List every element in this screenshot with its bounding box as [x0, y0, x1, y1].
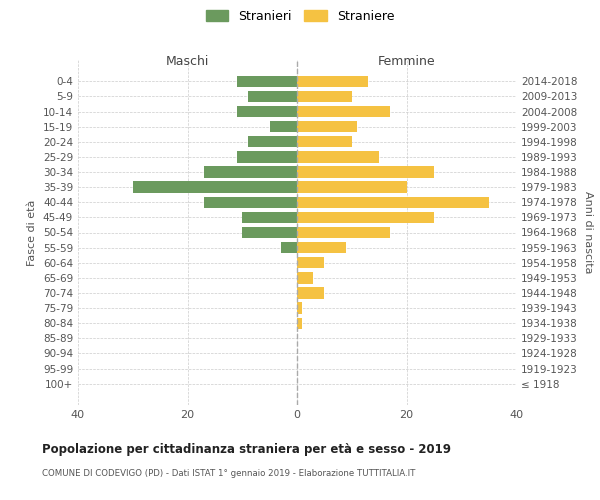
- Text: Maschi: Maschi: [166, 54, 209, 68]
- Bar: [297, 212, 434, 223]
- Bar: [297, 196, 488, 208]
- Y-axis label: Fasce di età: Fasce di età: [28, 200, 37, 266]
- Bar: [133, 182, 297, 193]
- Bar: [281, 242, 297, 254]
- Bar: [297, 242, 346, 254]
- Y-axis label: Anni di nascita: Anni di nascita: [583, 191, 593, 274]
- Bar: [204, 166, 297, 177]
- Bar: [248, 91, 297, 102]
- Bar: [237, 106, 297, 117]
- Bar: [297, 152, 379, 162]
- Text: Femmine: Femmine: [377, 54, 436, 68]
- Bar: [297, 227, 390, 238]
- Bar: [297, 76, 368, 87]
- Bar: [248, 136, 297, 147]
- Legend: Stranieri, Straniere: Stranieri, Straniere: [202, 6, 398, 26]
- Bar: [297, 302, 302, 314]
- Bar: [237, 76, 297, 87]
- Bar: [297, 121, 357, 132]
- Text: COMUNE DI CODEVIGO (PD) - Dati ISTAT 1° gennaio 2019 - Elaborazione TUTTITALIA.I: COMUNE DI CODEVIGO (PD) - Dati ISTAT 1° …: [42, 468, 415, 477]
- Bar: [297, 318, 302, 329]
- Bar: [204, 196, 297, 208]
- Bar: [237, 152, 297, 162]
- Text: Popolazione per cittadinanza straniera per età e sesso - 2019: Popolazione per cittadinanza straniera p…: [42, 442, 451, 456]
- Bar: [297, 257, 325, 268]
- Bar: [297, 272, 313, 283]
- Bar: [297, 288, 325, 298]
- Bar: [297, 91, 352, 102]
- Bar: [297, 136, 352, 147]
- Bar: [242, 212, 297, 223]
- Bar: [242, 227, 297, 238]
- Bar: [269, 121, 297, 132]
- Bar: [297, 182, 407, 193]
- Bar: [297, 166, 434, 177]
- Bar: [297, 106, 390, 117]
